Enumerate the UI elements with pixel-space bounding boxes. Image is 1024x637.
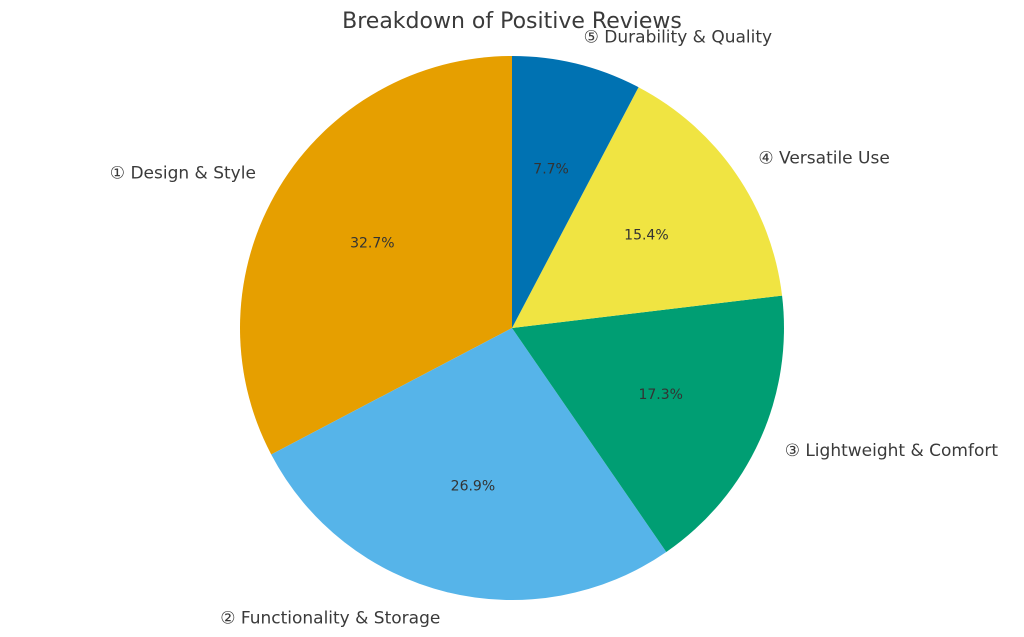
slice-percentage-label-2: 26.9% — [451, 478, 495, 494]
pie-slice-1 — [240, 56, 513, 455]
pie-slice-5 — [512, 56, 639, 328]
slice-percentage-label-3: 17.3% — [638, 387, 682, 403]
slice-category-label-1: ① Design & Style — [110, 163, 256, 183]
pie-slices — [240, 56, 784, 600]
pie-percentage-labels: 32.7% 26.9% 17.3% 15.4% 7.7% — [350, 162, 683, 495]
pie-slice-4 — [512, 87, 783, 328]
slice-category-label-4: ④ Versatile Use — [758, 148, 889, 168]
slice-percentage-label-1: 32.7% — [350, 236, 394, 252]
pie-slice-2 — [271, 328, 667, 600]
slice-percentage-label-4: 15.4% — [624, 227, 668, 243]
slice-category-label-5: ⑤ Durability & Quality — [584, 28, 772, 48]
slice-percentage-label-5: 7.7% — [533, 162, 569, 178]
pie-slice-3 — [512, 295, 784, 552]
slice-category-label-3: ③ Lightweight & Comfort — [785, 441, 999, 461]
chart-title: Breakdown of Positive Reviews — [342, 9, 682, 34]
pie-category-labels: ① Design & Style ② Functionality & Storag… — [110, 28, 999, 629]
slice-category-label-2: ② Functionality & Storage — [220, 608, 440, 628]
